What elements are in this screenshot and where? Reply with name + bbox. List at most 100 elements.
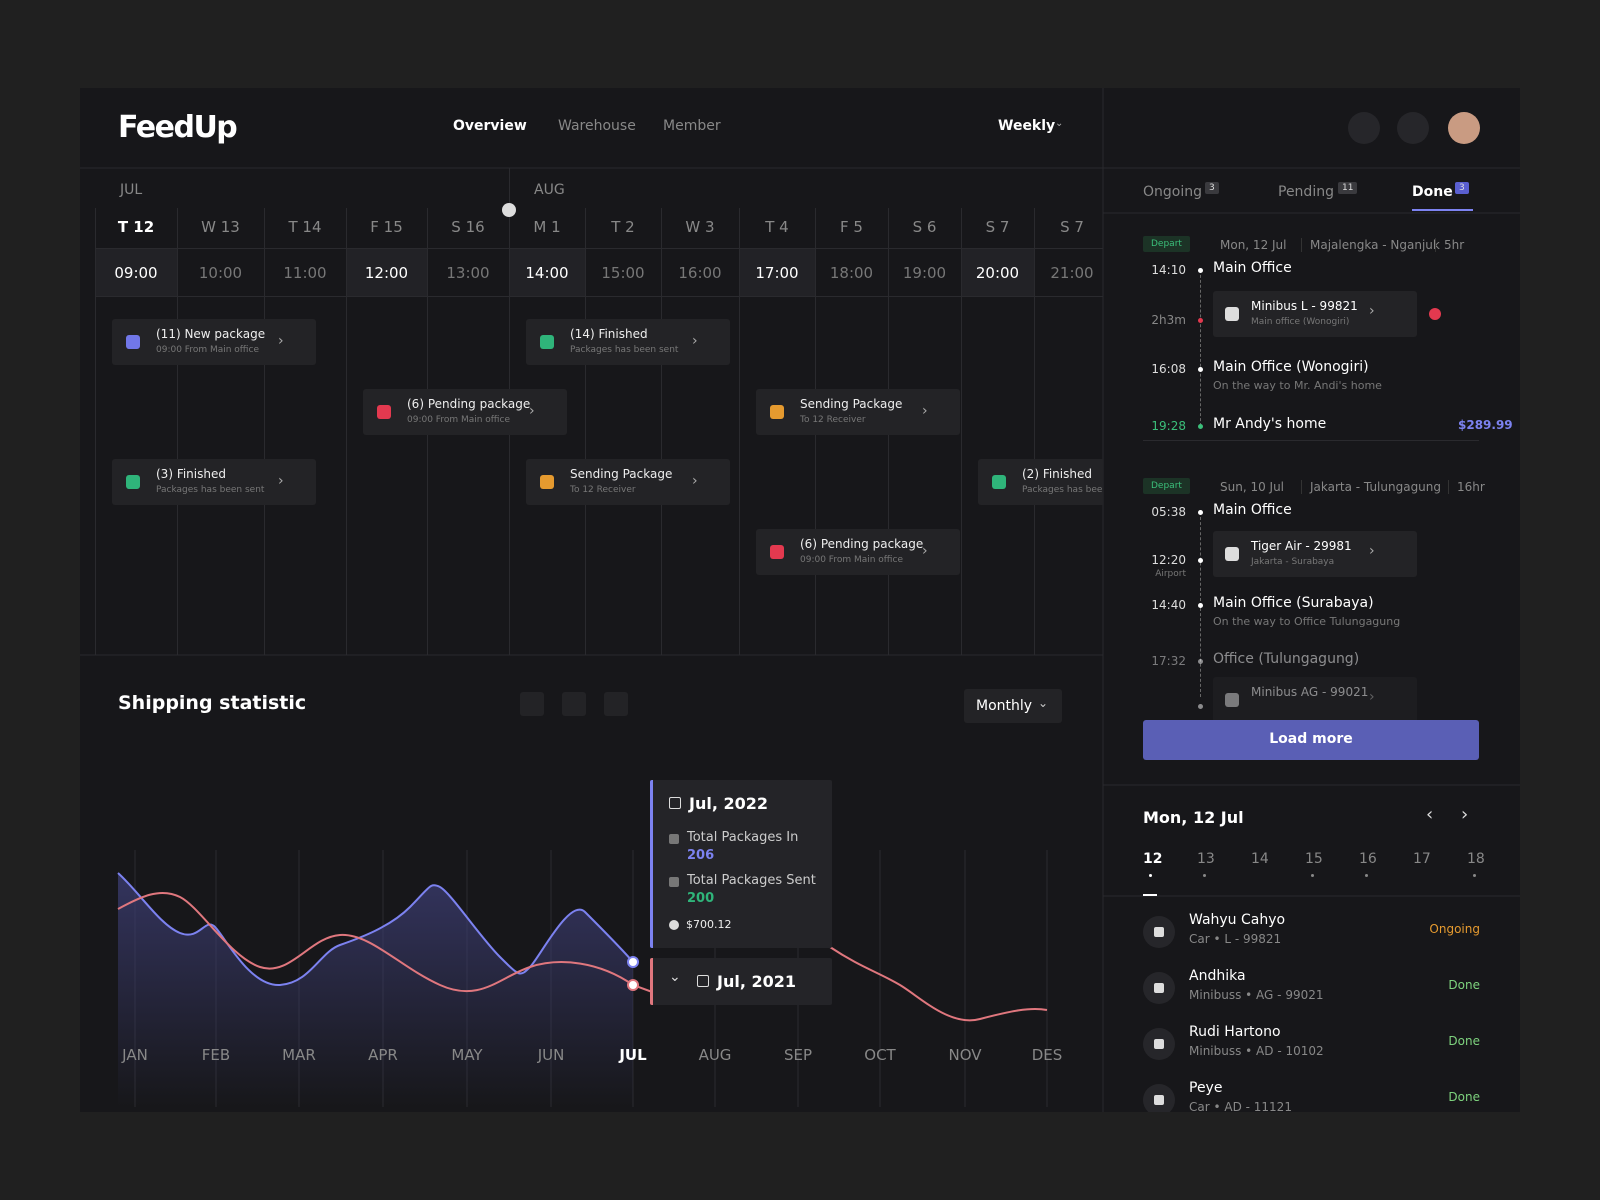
calendar-day[interactable]: 12 <box>1143 851 1163 867</box>
tab-count: 11 <box>1338 182 1358 194</box>
calendar-day[interactable]: 13 <box>1197 851 1215 867</box>
calendar-dot <box>1149 874 1152 877</box>
lines <box>80 88 1520 1112</box>
event-card[interactable]: (6) Pending package 09:00 From Main offic… <box>756 529 960 575</box>
event-sub: 09:00 From Main office <box>407 415 510 425</box>
event-sub: Packages has been sent <box>1022 485 1103 495</box>
vehicle-card[interactable]: Minibus L - 99821 Main office (Wonogiri) › <box>1213 291 1417 337</box>
nav-item[interactable]: Member <box>663 118 721 134</box>
trip-duration: 5hr <box>1435 238 1464 252</box>
chart-type-button[interactable] <box>604 692 628 716</box>
event-card[interactable]: Sending Package To 12 Receiver › <box>526 459 730 505</box>
row-line <box>95 296 1103 297</box>
day: W 13 <box>201 218 240 236</box>
badge: Depart <box>1143 236 1190 252</box>
prev: ‹ <box>1426 804 1434 825</box>
event-sub: Packages has been sent <box>156 485 265 495</box>
x-label: OCT <box>864 1046 896 1064</box>
icon <box>669 834 679 844</box>
person-status: Done <box>1448 1090 1480 1104</box>
chart-type-button[interactable] <box>520 692 544 716</box>
calendar-day[interactable]: 16 <box>1359 851 1377 867</box>
vehicle-card[interactable]: Tiger Air - 29981 Jakarta - Surabaya › <box>1213 531 1417 577</box>
x-label: DES <box>1031 1046 1063 1064</box>
stop-place: Main Office (Wonogiri) <box>1213 359 1369 375</box>
time: 12:00 <box>364 264 409 282</box>
avatar[interactable] <box>1448 112 1480 144</box>
icon <box>669 920 679 930</box>
event-icon <box>540 335 554 349</box>
tab[interactable]: Ongoing <box>1143 184 1202 200</box>
trip-date: Sun, 10 Jul <box>1220 480 1285 494</box>
column-line <box>95 208 96 655</box>
time-highlight <box>739 248 815 296</box>
event-icon <box>126 475 140 489</box>
stop-time: 05:38 <box>1151 505 1186 519</box>
chart-type-button[interactable] <box>562 692 586 716</box>
calendar-day[interactable]: 15 <box>1305 851 1323 867</box>
nav-item[interactable]: Overview <box>453 118 527 134</box>
timeline: JUL AUG T 12 09:00 W 13 10:00 T 14 11:00 F 15 12:… <box>80 168 1103 655</box>
event-card[interactable]: (14) Finished Packages has been sent › <box>526 319 730 365</box>
label: Total Packages Sent <box>687 873 816 888</box>
event-title: (11) New package <box>156 327 266 341</box>
person-icon-glyph <box>1154 927 1164 937</box>
time: 13:00 <box>446 264 490 282</box>
compare-date: Jul, 2021 <box>717 972 797 991</box>
person-status: Ongoing <box>1429 922 1480 936</box>
event-card[interactable]: (3) Finished Packages has been sent › <box>112 459 316 505</box>
period-label: Monthly <box>976 698 1033 714</box>
event-card[interactable]: (11) New package 09:00 From Main office › <box>112 319 316 365</box>
trip-route: Majalengka - Nganjuk <box>1301 238 1440 252</box>
event-icon <box>540 475 554 489</box>
stop-time: 12:20 <box>1151 553 1186 567</box>
person-icon-glyph <box>1154 1095 1164 1105</box>
calendar-dot <box>1365 874 1368 877</box>
stop-dot <box>1198 268 1203 273</box>
vehicle-card[interactable]: Minibus AG - 99021 › <box>1213 677 1417 723</box>
month: JUL <box>120 182 143 198</box>
arrow: › <box>1369 689 1375 705</box>
trips: Depart Mon, 12 Jul Majalengka - Nganjuk 5hr… <box>1103 214 1520 804</box>
calendar-day[interactable]: 18 <box>1467 851 1485 867</box>
stop-dot <box>1198 659 1203 664</box>
route-line <box>1200 270 1201 426</box>
day: T 14 <box>288 218 322 236</box>
icon-button[interactable] <box>1397 112 1429 144</box>
period-select[interactable]: Weekly <box>998 118 1056 134</box>
x-label: JAN <box>122 1046 148 1064</box>
event-title: (6) Pending package <box>407 397 531 411</box>
calendar-day[interactable]: 14 <box>1251 851 1269 867</box>
stop-time: 16:08 <box>1151 362 1186 376</box>
person-status: Done <box>1448 978 1480 992</box>
stop-place: Office (Tulungagung) <box>1213 651 1360 667</box>
x-label: APR <box>368 1046 398 1064</box>
value: 200 <box>687 891 715 906</box>
event-card[interactable]: Sending Package To 12 Receiver › <box>756 389 960 435</box>
calendar-icon <box>697 975 709 987</box>
load-more-button[interactable]: Load more <box>1143 720 1479 760</box>
stop-sub: On the way to Mr. Andi's home <box>1213 379 1382 392</box>
event-card[interactable]: (6) Pending package 09:00 From Main offic… <box>363 389 567 435</box>
calendar-day[interactable]: 17 <box>1413 851 1431 867</box>
nav-item[interactable]: Warehouse <box>558 118 636 134</box>
period-select[interactable]: Monthly ⌄ <box>964 689 1062 723</box>
time-highlight <box>961 248 1034 296</box>
event-arrow: › <box>922 543 928 559</box>
row-line <box>95 248 1103 249</box>
stop-time: 14:40 <box>1151 598 1186 612</box>
logo: FeedUp <box>118 110 238 145</box>
icon <box>669 877 679 887</box>
stop-dot <box>1198 603 1203 608</box>
icon-button[interactable] <box>1348 112 1380 144</box>
column-line <box>585 208 586 655</box>
compare[interactable]: ⌄ Jul, 2021 <box>650 958 832 1005</box>
tab[interactable]: Done <box>1412 184 1453 200</box>
column-line <box>346 208 347 655</box>
chevron: ⌄ <box>1055 118 1064 129</box>
tab[interactable]: Pending <box>1278 184 1334 200</box>
time: 09:00 <box>114 264 158 282</box>
calendar-icon <box>669 797 681 809</box>
